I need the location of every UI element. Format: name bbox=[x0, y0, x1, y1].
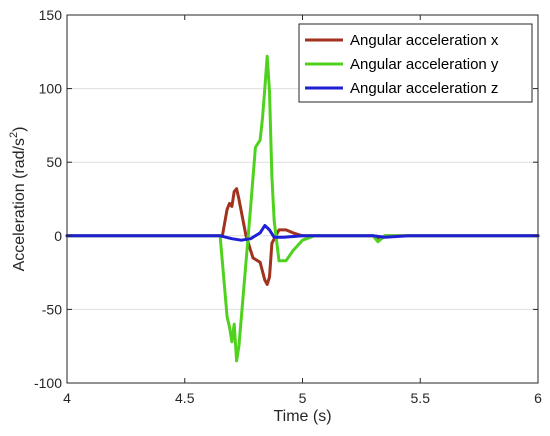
y-tick-label: -50 bbox=[42, 301, 62, 317]
series-line-3 bbox=[65, 224, 540, 242]
y-axis-label-suffix: ) bbox=[11, 127, 28, 132]
series-layer bbox=[65, 54, 540, 363]
legend-entry: Angular acceleration z bbox=[350, 80, 498, 97]
y-axis-label-main: Acceleration (rad/s bbox=[11, 138, 28, 271]
x-tick-label: 4.5 bbox=[175, 390, 195, 406]
legend-entry: Angular acceleration x bbox=[350, 32, 499, 49]
y-tick-label: 100 bbox=[39, 81, 63, 97]
y-tick-label: 50 bbox=[46, 154, 62, 170]
legend: Angular acceleration x Angular accelerati… bbox=[298, 23, 533, 103]
x-tick-label: 5.5 bbox=[411, 390, 431, 406]
x-axis-label: Time (s) bbox=[273, 408, 331, 425]
x-tick-label: 5 bbox=[299, 390, 307, 406]
x-tick-label: 4 bbox=[63, 390, 71, 406]
y-axis-label-superscript: 2 bbox=[8, 132, 20, 138]
y-tick-label: 0 bbox=[54, 228, 62, 244]
y-tick-label: 150 bbox=[39, 7, 63, 23]
y-axis-label: Acceleration (rad/s2) bbox=[8, 127, 28, 272]
legend-entry: Angular acceleration y bbox=[350, 56, 499, 73]
x-tick-label: 6 bbox=[534, 390, 542, 406]
y-tick-label: -100 bbox=[34, 375, 62, 391]
ticks: -100 -50 0 50 100 150 4 4.5 5 5.5 6 bbox=[34, 7, 542, 406]
